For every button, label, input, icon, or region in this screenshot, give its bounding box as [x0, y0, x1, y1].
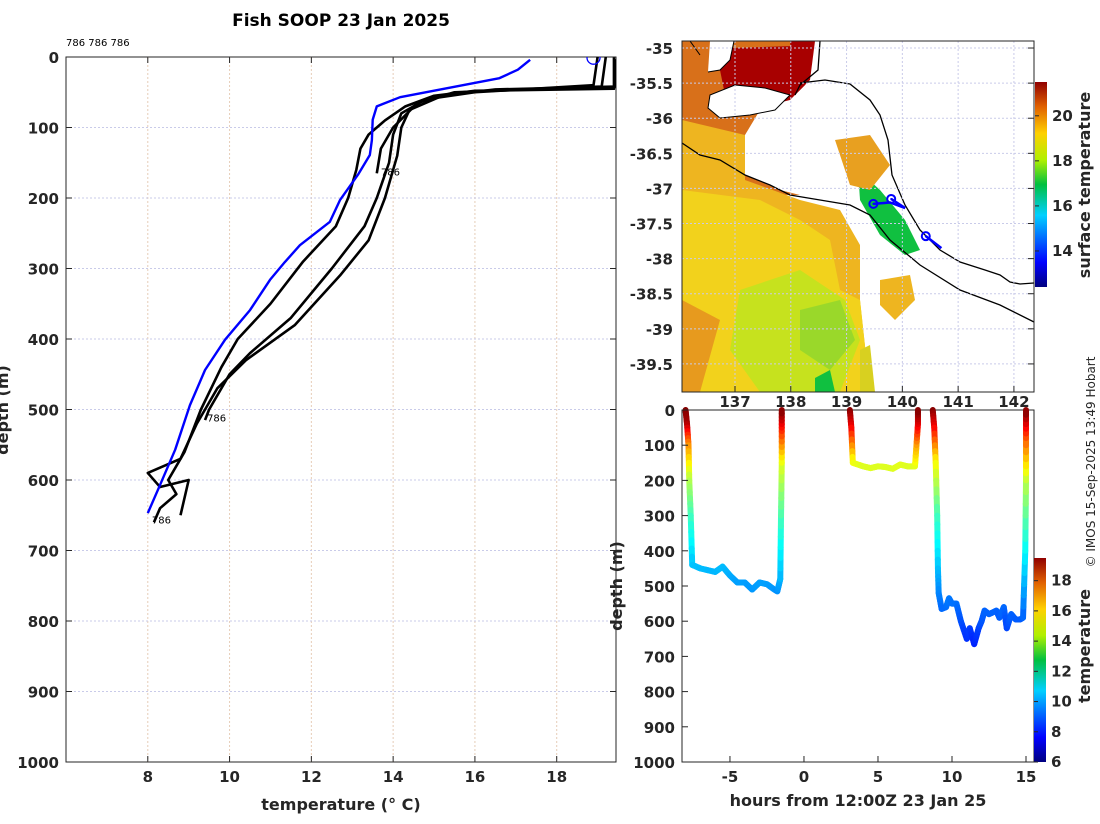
sst-colorbar-tick-label: 14	[1052, 242, 1073, 260]
sst-colorbar-tick-label: 16	[1052, 197, 1073, 215]
depth-tick-label: 800	[644, 684, 675, 702]
x-tick-label: 16	[464, 768, 485, 786]
sst-colorbar-label: surface temperature	[1075, 92, 1094, 279]
depth-tick-label: 100	[644, 437, 675, 455]
hours-tick-label: -5	[722, 768, 739, 786]
y-tick-label: 100	[28, 120, 59, 138]
lat-tick-label: -39.5	[630, 356, 673, 374]
lon-tick-label: 137	[719, 393, 750, 411]
y-tick-label: 900	[28, 684, 59, 702]
y-tick-label: 400	[28, 331, 59, 349]
x-tick-label: 10	[219, 768, 240, 786]
x-tick-label: 12	[301, 768, 322, 786]
y-tick-label: 1000	[17, 754, 59, 772]
lat-tick-label: -39	[646, 321, 673, 339]
x-tick-label: 18	[546, 768, 567, 786]
sst-colorbar-tick-label: 20	[1052, 107, 1073, 125]
profile-id-label: 786	[207, 413, 226, 424]
copyright-text: © IMOS 15-Sep-2025 13:49 Hobart	[1084, 356, 1098, 567]
figure-title: Fish SOOP 23 Jan 2025	[232, 11, 450, 31]
hours-tick-label: 10	[942, 768, 963, 786]
profile-plot: 8 10 12 14 16 18 0 100 200 300 400 500 600 700 800 900 1…	[0, 38, 616, 814]
temperature-colorbar-tick-label: 8	[1051, 723, 1061, 741]
y-tick-label: 700	[28, 543, 59, 561]
temperature-colorbar-tick-label: 16	[1051, 602, 1072, 620]
temperature-colorbar-tick-label: 18	[1051, 572, 1072, 590]
x-tick-label: 8	[143, 768, 153, 786]
depth-tick-label: 700	[644, 648, 675, 666]
track-start-dot	[890, 198, 892, 200]
y-tick-label: 500	[28, 402, 59, 420]
profile-id-label: 786	[381, 167, 400, 178]
depth-tick-label: 0	[665, 402, 675, 420]
lat-tick-label: -37	[646, 180, 673, 198]
lat-tick-label: -38.5	[630, 286, 673, 304]
temperature-colorbar-tick-label: 10	[1051, 693, 1072, 711]
lon-tick-label: 139	[831, 393, 862, 411]
depth-tick-label: 200	[644, 472, 675, 490]
temperature-colorbar-tick-label: 12	[1051, 662, 1072, 680]
lon-tick-label: 140	[887, 393, 918, 411]
x-tick-label: 14	[383, 768, 404, 786]
y-tick-label: 600	[28, 472, 59, 490]
lat-tick-label: -38	[646, 251, 673, 269]
hours-tick-label: 15	[1016, 768, 1037, 786]
lat-tick-label: -37.5	[630, 216, 673, 234]
lat-tick-label: -35.5	[630, 75, 673, 93]
profile-id-label: 786	[152, 516, 171, 527]
y-tick-label: 200	[28, 190, 59, 208]
y-tick-label: 0	[49, 49, 59, 67]
hours-axis-label: hours from 12:00Z 23 Jan 25	[730, 791, 987, 810]
lat-tick-label: -35	[646, 40, 673, 58]
track-start-dot	[872, 203, 874, 205]
depth-time-plot: -5 0 5 10 15 0 100 200 300 400 500 600 700 800 900 1000…	[607, 402, 1094, 810]
y-tick-label: 300	[28, 261, 59, 279]
sst-colorbar-tick-label: 18	[1052, 152, 1073, 170]
track-start-dot	[925, 235, 927, 237]
lat-tick-label: -36	[646, 110, 673, 128]
depth-tick-label: 900	[644, 719, 675, 737]
temperature-colorbar-label: temperature	[1075, 589, 1094, 703]
temperature-colorbar-tick-label: 6	[1051, 753, 1061, 771]
depth-tick-label: 500	[644, 578, 675, 596]
depth-axis-label: depth (m)	[607, 541, 626, 631]
depth-tick-label: 1000	[633, 754, 675, 772]
sst-colorbar	[1035, 82, 1047, 287]
header-annotation: 786 786 786	[66, 38, 130, 49]
depth-tick-label: 400	[644, 543, 675, 561]
lat-tick-label: -36.5	[630, 145, 673, 163]
lon-tick-label: 141	[942, 393, 973, 411]
depth-tick-label: 300	[644, 508, 675, 526]
depth-tick-label: 600	[644, 613, 675, 631]
y-tick-label: 800	[28, 613, 59, 631]
hours-tick-label: 5	[873, 768, 883, 786]
x-axis-label: temperature (° C)	[261, 795, 420, 814]
y-axis-label: depth (m)	[0, 365, 12, 455]
temperature-colorbar-tick-label: 14	[1051, 632, 1072, 650]
hours-tick-label: 0	[799, 768, 809, 786]
